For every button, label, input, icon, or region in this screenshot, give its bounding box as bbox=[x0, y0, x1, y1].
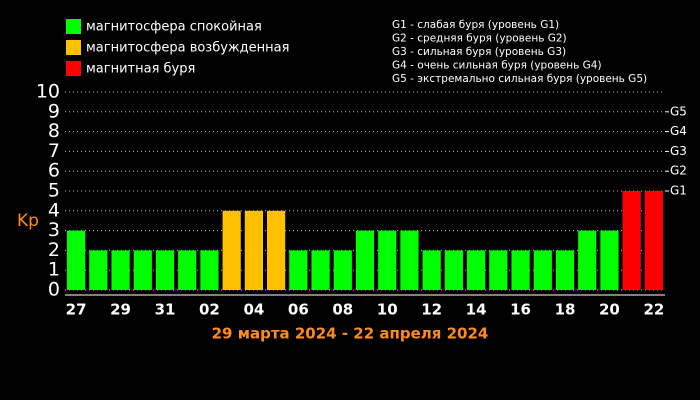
bar bbox=[422, 250, 441, 290]
bar bbox=[89, 250, 108, 290]
x-tick-label: 18 bbox=[555, 301, 576, 319]
y-tick-label: 4 bbox=[48, 199, 60, 221]
x-tick-label: 22 bbox=[643, 301, 664, 319]
x-tick-label: 27 bbox=[66, 301, 87, 319]
y-tick-label: 0 bbox=[48, 279, 60, 301]
x-tick-label: 02 bbox=[199, 301, 220, 319]
x-tick-label: 31 bbox=[155, 301, 176, 319]
bar bbox=[155, 250, 175, 290]
legend-label: магнитная буря bbox=[86, 62, 195, 77]
bar bbox=[467, 250, 486, 290]
storm-note: G5 - экстремально сильная буря (уровень … bbox=[392, 73, 647, 85]
y-tick-label: 5 bbox=[48, 180, 60, 202]
x-tick-label: 08 bbox=[332, 301, 353, 319]
bar bbox=[67, 230, 86, 290]
y2-tick-label: G3 bbox=[670, 144, 687, 158]
bar bbox=[333, 250, 352, 290]
x-tick-label: 06 bbox=[288, 301, 309, 319]
x-tick-label: 14 bbox=[466, 301, 487, 319]
bar bbox=[489, 250, 508, 290]
y2-tick-label: G1 bbox=[670, 184, 687, 198]
y-tick-label: 3 bbox=[48, 219, 60, 241]
x-tick-label: 16 bbox=[510, 301, 531, 319]
y-tick-label: 10 bbox=[36, 81, 60, 103]
x-tick-label: 10 bbox=[377, 301, 398, 319]
bar bbox=[533, 250, 552, 290]
legend-label: магнитосфера возбужденная bbox=[86, 41, 289, 56]
bar bbox=[511, 250, 530, 290]
x-tick-label: 20 bbox=[599, 301, 620, 319]
legend-swatch bbox=[66, 61, 81, 76]
y-tick-label: 2 bbox=[48, 239, 60, 261]
x-tick-label: 04 bbox=[243, 301, 264, 319]
bar bbox=[644, 191, 663, 290]
y2-tick-label: G5 bbox=[670, 104, 687, 118]
y-tick-label: 6 bbox=[48, 160, 60, 182]
bar bbox=[444, 250, 463, 290]
bar bbox=[622, 191, 641, 290]
storm-note: G2 - средняя буря (уровень G2) bbox=[392, 33, 567, 45]
bar bbox=[178, 250, 197, 290]
bar bbox=[133, 250, 152, 290]
bar bbox=[311, 250, 330, 290]
bar bbox=[400, 230, 419, 290]
storm-note: G3 - сильная буря (уровень G3) bbox=[392, 46, 566, 58]
legend-swatch bbox=[66, 19, 81, 34]
y-tick-label: 8 bbox=[48, 120, 60, 142]
bar bbox=[244, 210, 263, 290]
storm-note: G1 - слабая буря (уровень G1) bbox=[392, 19, 559, 31]
legend-swatch bbox=[66, 40, 81, 55]
y-axis-label: Kp bbox=[17, 211, 39, 231]
bar bbox=[267, 210, 286, 290]
bar bbox=[111, 250, 130, 290]
bar bbox=[222, 210, 241, 290]
legend-label: магнитосфера спокойная bbox=[86, 20, 262, 35]
bar bbox=[578, 230, 597, 290]
y2-tick-label: G4 bbox=[670, 124, 687, 138]
x-tick-label: 12 bbox=[421, 301, 442, 319]
bar bbox=[600, 230, 619, 290]
x-tick-label: 29 bbox=[110, 301, 131, 319]
bar bbox=[355, 230, 375, 290]
y-tick-label: 9 bbox=[48, 100, 60, 122]
x-axis-label: 29 марта 2024 - 22 апреля 2024 bbox=[212, 325, 489, 343]
bar bbox=[200, 250, 219, 290]
y-tick-label: 7 bbox=[48, 140, 60, 162]
y2-tick-label: G2 bbox=[670, 164, 687, 178]
bar bbox=[378, 230, 397, 290]
y-tick-label: 1 bbox=[48, 259, 60, 281]
bar bbox=[289, 250, 308, 290]
bar bbox=[555, 250, 575, 290]
storm-note: G4 - очень сильная буря (уровень G4) bbox=[392, 60, 602, 72]
